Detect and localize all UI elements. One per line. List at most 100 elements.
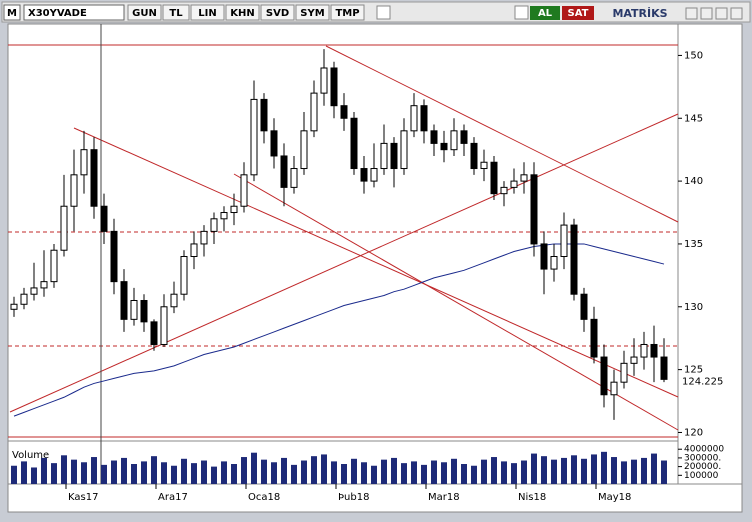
candle-body (570, 224, 578, 295)
volume-bar (511, 463, 517, 484)
volume-bar (81, 462, 87, 484)
volume-bar (621, 461, 627, 484)
buy-button[interactable] (530, 6, 560, 20)
sell-button[interactable] (562, 6, 594, 20)
volume-bar (571, 455, 577, 484)
moving-average (13, 243, 665, 417)
volume-bar (541, 456, 547, 484)
toolbar-button-label: GUN (132, 8, 157, 19)
y-tick-label: 130 (684, 302, 703, 313)
volume-tick-label: 100000 (684, 471, 719, 481)
volume-bar (641, 457, 647, 484)
y-tick-label: 125 (684, 365, 703, 376)
volume-bar (281, 457, 287, 484)
x-tick-label: Oca18 (248, 492, 280, 503)
symbol: X30YVADE (28, 8, 87, 19)
volume-bar (371, 465, 377, 484)
candle-body (410, 105, 418, 132)
candle-body (90, 149, 98, 207)
volume-bar (161, 462, 167, 484)
twitter-button[interactable] (376, 5, 391, 20)
volume-bar (501, 461, 507, 484)
toolbar-button[interactable] (162, 4, 190, 21)
candle-body (10, 303, 18, 310)
candle-body (300, 130, 308, 170)
candle-body (170, 293, 178, 308)
restore[interactable] (700, 7, 713, 20)
volume-bar (271, 462, 277, 484)
candle-body (620, 362, 628, 383)
toolbar-button-label: TMP (335, 8, 359, 19)
candle-body (600, 356, 608, 396)
candle-body (70, 174, 78, 207)
candle-body (210, 218, 218, 232)
toolbar-button[interactable] (260, 4, 295, 21)
volume-bar (631, 459, 637, 484)
candle-body (440, 142, 448, 151)
symbol-box[interactable] (23, 4, 125, 21)
volume-bar (301, 460, 307, 484)
candle-body (100, 205, 108, 232)
close[interactable] (730, 7, 743, 20)
volume-bar (111, 460, 117, 484)
candle-body (230, 205, 238, 214)
volume-bar (601, 451, 607, 484)
candle-body (630, 356, 638, 364)
candle-body (540, 243, 548, 270)
volume-bar (661, 460, 667, 484)
brand: MATRİKS (612, 6, 667, 20)
candle-body (310, 92, 318, 132)
minimize[interactable] (685, 7, 698, 20)
candle-body (250, 98, 258, 176)
volume-bar (151, 456, 157, 484)
x-tick-label: Nis18 (518, 492, 546, 503)
toolbar-button-label: TL (169, 8, 183, 19)
volume-bar (131, 464, 137, 484)
volume-bar (431, 460, 437, 484)
trend-line (73, 127, 679, 398)
refresh-button[interactable] (514, 5, 529, 20)
candle-body (110, 230, 118, 283)
volume-bar (551, 459, 557, 484)
toolbar-button-label: KHN (230, 8, 255, 19)
volume-bar (61, 455, 67, 484)
chart-panel (7, 23, 743, 513)
trend-line (9, 113, 679, 413)
toolbar-button[interactable] (330, 4, 365, 21)
toolbar-button-label: LIN (198, 8, 216, 19)
volume-bar (121, 457, 127, 484)
volume-bar (291, 464, 297, 484)
toolbar-button[interactable] (225, 4, 260, 21)
volume-label: Volume (12, 450, 49, 461)
y-tick-label: 135 (684, 239, 703, 250)
volume-bar (11, 465, 17, 484)
toolbar-button[interactable] (127, 4, 162, 21)
volume-bar (211, 466, 217, 484)
candle-body (350, 117, 358, 170)
toolbar-button[interactable] (190, 4, 225, 21)
volume-bar (451, 458, 457, 484)
volume-bar (611, 457, 617, 484)
volume-tick-label: 4000000 (684, 445, 724, 455)
volume-bar (531, 453, 537, 484)
candle-body (660, 356, 668, 380)
volume-bar (71, 459, 77, 484)
toolbar-button[interactable] (295, 4, 330, 21)
candle-body (40, 281, 48, 289)
volume-bar (171, 465, 177, 484)
volume-bar (381, 459, 387, 484)
candle-body (290, 168, 298, 188)
volume-bar (191, 463, 197, 484)
candle-body (610, 381, 618, 396)
toolbar-button-label: SVD (266, 8, 289, 19)
volume-tick-label: 300000. (684, 453, 721, 463)
candle-body (20, 293, 28, 305)
candle-body (80, 149, 88, 176)
volume-bar (361, 462, 367, 484)
candle-body (500, 186, 508, 195)
maximize[interactable] (715, 7, 728, 20)
candle-body (180, 256, 188, 295)
candle-body (480, 161, 488, 170)
candle-body (140, 299, 148, 323)
